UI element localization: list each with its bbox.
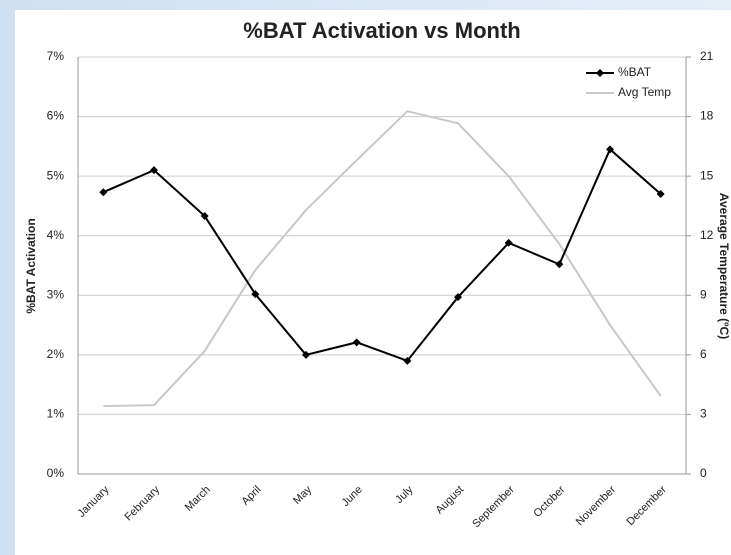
series-line [103,110,662,408]
point-marker [352,338,361,347]
legend-label: Avg Temp [618,85,671,99]
y-tick-label: 3% [47,287,65,301]
panel [15,10,691,555]
series-line [102,147,662,363]
y-tick-label: 1% [47,407,65,421]
legend-marker [596,69,604,77]
y-tick-label: 0% [47,466,65,480]
y2-tick-label: 6 [700,347,707,361]
point-marker [606,145,614,154]
point-marker [555,260,564,269]
y2-tick-label: 9 [700,287,707,301]
point-marker [99,188,108,197]
point-marker [150,166,158,175]
point-marker [656,190,665,199]
point-marker [403,356,412,365]
y2-tick-label: 0 [700,466,707,480]
y2-tick-label: 21 [700,49,714,63]
y2-tick-label: 15 [700,168,714,182]
y2-tick-label: 12 [700,228,714,242]
y-tick-label: 6% [47,109,65,123]
legend-label: %BAT [618,65,652,79]
y2-tick-label: 3 [700,407,707,421]
point-marker [251,290,260,299]
panel-right [691,10,731,555]
y2-axis-label: Average Temperature (ºC) [717,193,731,339]
y-tick-label: 2% [47,347,65,361]
chart-title: %BAT Activation vs Month [243,18,520,43]
y-tick-label: 4% [47,228,65,242]
point-marker [504,238,513,247]
y2-tick-label: 18 [700,109,714,123]
point-marker [454,293,462,302]
y-tick-label: 7% [47,49,65,63]
y-tick-label: 5% [47,168,65,182]
point-marker [302,350,310,359]
y-axis-label: %BAT Activation [24,218,38,313]
point-marker [200,212,209,221]
